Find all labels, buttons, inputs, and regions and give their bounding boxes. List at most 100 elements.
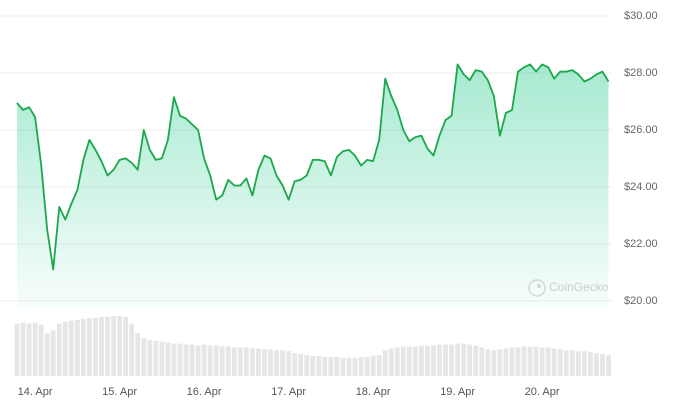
volume-bar (268, 349, 273, 376)
volume-bar (310, 356, 316, 376)
price-area (17, 64, 609, 309)
volume-bar (56, 323, 62, 376)
volume-bar (298, 354, 304, 376)
volume-bar (32, 322, 38, 376)
volume-bar (539, 347, 545, 376)
volume-bar (575, 351, 581, 376)
volume-bar (129, 323, 135, 376)
volume-bar (545, 347, 551, 376)
volume-bar (352, 357, 358, 376)
volume-bar (479, 347, 485, 376)
volume-bar (400, 346, 406, 376)
volume-bar (376, 355, 382, 376)
volume-bar (123, 316, 129, 376)
y-tick-label: $20.00 (624, 295, 658, 307)
volume-bar (243, 347, 249, 376)
volume-bar (455, 343, 461, 376)
volume-bar (147, 339, 153, 376)
volume-bar (551, 348, 557, 376)
volume-bar (394, 347, 400, 376)
volume-bar (195, 345, 201, 376)
y-tick-label: $22.00 (624, 238, 658, 250)
volume-bar (111, 316, 116, 376)
volume-bar (26, 323, 32, 376)
volume-bar (497, 349, 503, 376)
volume-bar (437, 344, 442, 376)
volume-bar (292, 353, 298, 376)
watermark-logo-eye (537, 284, 541, 288)
watermark: CoinGecko (528, 279, 609, 297)
x-tick-label: 16. Apr (187, 386, 222, 398)
volume-bar (412, 346, 418, 376)
volume-bar (237, 347, 243, 376)
y-tick-label: $26.00 (624, 124, 658, 136)
x-tick-label: 14. Apr (18, 386, 53, 398)
volume-bar (588, 352, 593, 376)
volume-bar (183, 344, 189, 376)
volume-bar (44, 333, 50, 376)
volume-bar (406, 346, 412, 376)
volume-bar (74, 319, 80, 376)
volume-bar (449, 344, 454, 376)
volume-bar (473, 345, 479, 376)
volume-bar (304, 355, 310, 376)
y-tick-label: $28.00 (624, 67, 658, 79)
volume-bar (80, 318, 86, 376)
volume-bar (563, 350, 569, 376)
volume-bar (256, 348, 261, 376)
volume-bar (165, 342, 171, 376)
volume-bar (286, 351, 292, 376)
volume-bar (340, 357, 346, 376)
volume-bar (322, 356, 328, 376)
volume-bar (606, 355, 611, 376)
volume-bar (68, 320, 74, 376)
volume-bar (93, 317, 98, 376)
volume-bar (503, 348, 509, 376)
volume-bar (177, 343, 183, 376)
x-tick-label: 15. Apr (102, 386, 137, 398)
volume-bar (274, 350, 279, 376)
volume-bar (388, 348, 394, 376)
volume-bar (262, 349, 267, 376)
volume-bar (533, 346, 539, 376)
volume-bar (189, 344, 195, 376)
volume-bar (219, 346, 225, 376)
volume-bar (346, 357, 352, 376)
volume-bar (153, 340, 159, 376)
volume-bar (581, 351, 587, 376)
volume-bar (135, 333, 141, 376)
volume-bar (334, 356, 340, 376)
volume-bar (467, 344, 473, 376)
y-tick-label: $30.00 (624, 10, 658, 22)
volume-bar (87, 317, 92, 376)
volume-bar (328, 356, 334, 376)
volume-bar (425, 345, 430, 376)
volume-bar (515, 347, 521, 376)
volume-bar (316, 356, 322, 376)
volume-bar (159, 341, 165, 376)
volume-bar (364, 356, 370, 376)
volume-bar (382, 350, 388, 376)
volume-bar (527, 346, 533, 376)
volume-bar (370, 356, 376, 376)
volume-bar (280, 350, 285, 376)
volume-bar (419, 345, 424, 376)
volume-bar (250, 348, 255, 376)
volume-bar (225, 346, 231, 376)
volume-bar (38, 324, 44, 376)
volume-bar (509, 347, 515, 376)
volume-bar (557, 349, 563, 376)
volume-bar (600, 354, 605, 376)
x-tick-label: 20. Apr (525, 386, 560, 398)
volume-bar (231, 347, 237, 376)
volume-bar (491, 350, 497, 376)
volume-bar (521, 346, 527, 376)
volume-bar (213, 345, 219, 376)
volume-bar (485, 349, 491, 376)
watermark-text: CoinGecko (549, 280, 609, 294)
watermark-logo (528, 279, 546, 297)
volume-bar (105, 316, 110, 376)
volume-bar (201, 344, 207, 376)
volume-bar (207, 345, 213, 376)
